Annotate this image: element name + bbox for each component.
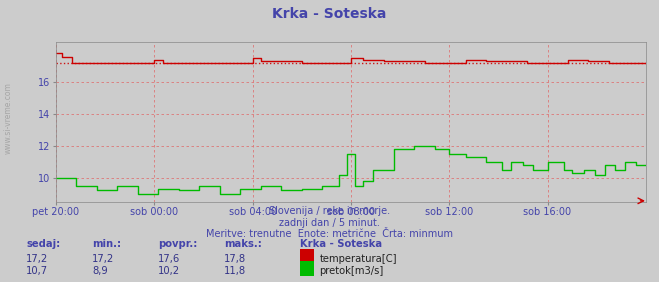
Text: temperatura[C]: temperatura[C] (320, 254, 397, 264)
Text: pretok[m3/s]: pretok[m3/s] (320, 266, 384, 276)
Text: 17,6: 17,6 (158, 254, 181, 264)
Text: 11,8: 11,8 (224, 266, 246, 276)
Text: Meritve: trenutne  Enote: metrične  Črta: minmum: Meritve: trenutne Enote: metrične Črta: … (206, 229, 453, 239)
Text: 10,7: 10,7 (26, 266, 49, 276)
Text: 17,8: 17,8 (224, 254, 246, 264)
Text: min.:: min.: (92, 239, 121, 249)
Text: zadnji dan / 5 minut.: zadnji dan / 5 minut. (279, 218, 380, 228)
Text: povpr.:: povpr.: (158, 239, 198, 249)
Text: sedaj:: sedaj: (26, 239, 61, 249)
Text: 8,9: 8,9 (92, 266, 108, 276)
Text: Slovenija / reke in morje.: Slovenija / reke in morje. (269, 206, 390, 216)
Text: 17,2: 17,2 (26, 254, 49, 264)
Text: 17,2: 17,2 (92, 254, 115, 264)
Text: www.si-vreme.com: www.si-vreme.com (3, 83, 13, 154)
Text: Krka - Soteska: Krka - Soteska (272, 7, 387, 21)
Text: 10,2: 10,2 (158, 266, 181, 276)
Text: Krka - Soteska: Krka - Soteska (300, 239, 382, 249)
Text: maks.:: maks.: (224, 239, 262, 249)
